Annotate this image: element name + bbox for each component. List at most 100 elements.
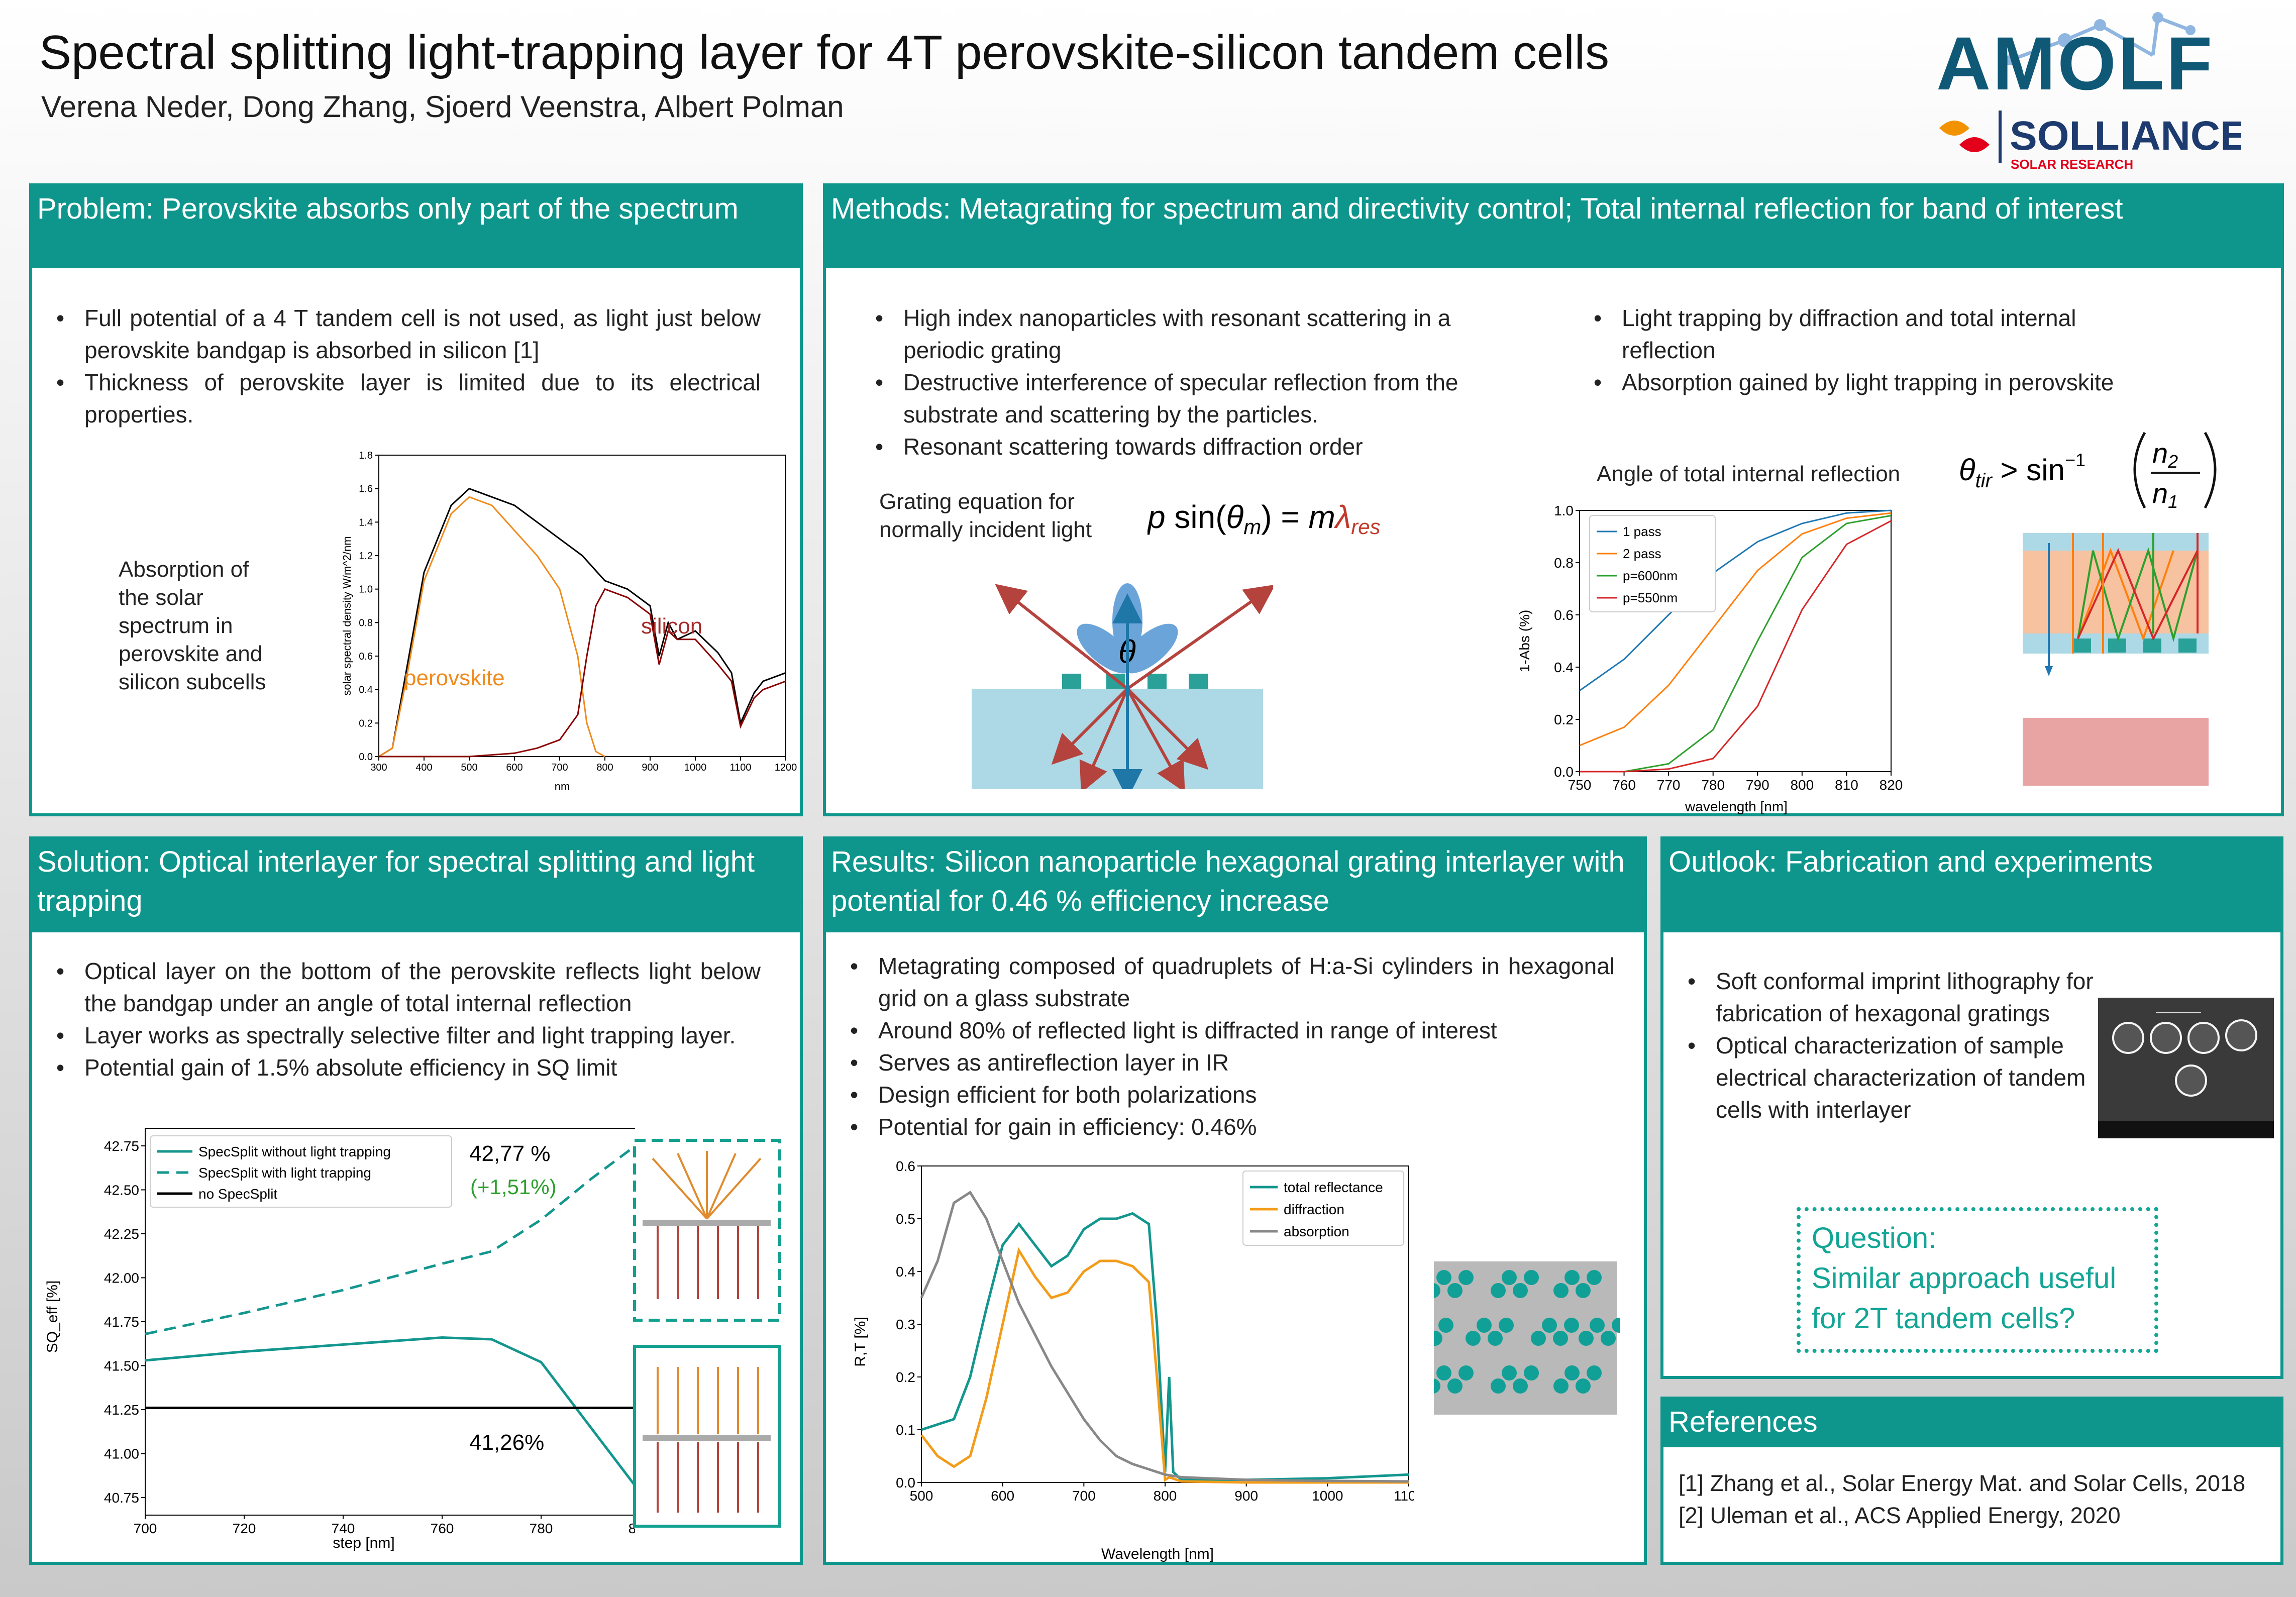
x-tick-label: 780 xyxy=(530,1521,553,1536)
label-silicon: silicon xyxy=(641,614,702,638)
y-tick-label: 0.2 xyxy=(896,1369,915,1385)
y-tick-label: 41.75 xyxy=(104,1314,139,1330)
legend-entry: no SpecSplit xyxy=(198,1186,277,1202)
x-tick-label: 760 xyxy=(1612,777,1636,793)
nanoparticle xyxy=(1436,1365,1451,1380)
x-tick-label: 800 xyxy=(1154,1488,1177,1504)
legend-box xyxy=(1242,1170,1404,1246)
x-tick-label: 500 xyxy=(910,1488,933,1504)
series-line xyxy=(379,588,786,758)
svg-text:SOLLIANCE: SOLLIANCE xyxy=(2010,113,2241,159)
y-tick-label: 1.4 xyxy=(359,517,373,528)
series-line xyxy=(921,1212,1409,1481)
x-tick-label: 300 xyxy=(370,762,387,773)
tir-text: Angle of total internal reflection xyxy=(1597,462,1901,486)
outlook-heading: Outlook: Fabrication and experiments xyxy=(1663,839,2280,932)
legend-entry: absorption xyxy=(1284,1224,1349,1239)
list-item: Potential for gain in efficiency: 0.46% xyxy=(846,1111,1615,1143)
y-tick-label: 1.2 xyxy=(359,551,373,562)
amolf-wordmark: AMOLF xyxy=(1936,21,2214,105)
sq-efficiency-chart: 70072074076078080040.7541.0041.2541.5041… xyxy=(44,1128,635,1551)
nanoparticle xyxy=(1447,1378,1463,1394)
poster-title: Spectral splitting light-trapping layer … xyxy=(39,26,1609,79)
nanoparticle xyxy=(1564,1318,1579,1333)
x-tick-label: 1000 xyxy=(684,762,707,773)
legend-entry: 2 pass xyxy=(1623,546,1661,561)
x-tick-label: 900 xyxy=(642,762,658,773)
nanoparticle xyxy=(1564,1365,1580,1380)
grating-scattering-diagram: θ xyxy=(972,583,1273,789)
y-tick-label: 0.8 xyxy=(1554,555,1574,571)
y-axis-label: solar spectral density W/m^2/nm xyxy=(341,536,353,695)
x-tick-label: 750 xyxy=(1568,777,1592,793)
x-tick-label: 900 xyxy=(1234,1488,1258,1504)
nanoparticle xyxy=(1553,1331,1568,1346)
y-tick-label: 0.4 xyxy=(896,1264,915,1280)
legend-entry: SpecSplit with light trapping xyxy=(198,1165,371,1181)
x-axis-label: nm xyxy=(555,780,570,793)
nanoparticle xyxy=(1564,1270,1580,1285)
nanoparticle xyxy=(1436,1270,1451,1285)
series-line xyxy=(1579,509,1892,692)
series-line xyxy=(920,1191,1409,1483)
x-axis-label: step [nm] xyxy=(333,1535,394,1551)
nanoparticle xyxy=(1579,1331,1594,1346)
y-tick-label: 1.0 xyxy=(359,584,373,595)
series-line xyxy=(145,1336,635,1488)
nanoparticle xyxy=(1434,1378,1440,1394)
nanoparticle xyxy=(1447,1283,1463,1298)
question-line: Question: xyxy=(1812,1222,1937,1254)
annotation-gain: (+1,51%) xyxy=(470,1175,557,1199)
x-tick-label: 500 xyxy=(461,762,477,773)
x-tick-label: 1000 xyxy=(1312,1488,1343,1504)
y-tick-label: 0.6 xyxy=(359,651,373,662)
y-tick-label: 0.4 xyxy=(1554,660,1574,675)
list-item: Metagrating composed of quadruplets of H… xyxy=(846,950,1615,1014)
y-tick-label: 42.25 xyxy=(104,1226,139,1242)
list-item: Optical characterization of sample elect… xyxy=(1684,1029,2106,1126)
x-tick-label: 790 xyxy=(1746,777,1769,793)
x-tick-label: 740 xyxy=(332,1521,355,1536)
list-item: Absorption gained by light trapping in p… xyxy=(1590,366,2117,398)
svg-text:n1: n1 xyxy=(2152,477,2178,512)
tir-equation: θtir > sin−1 n2 n1 xyxy=(1959,432,2217,512)
annotation-top: 42,77 % xyxy=(469,1141,550,1166)
methods-bullets-right: Light trapping by diffraction and total … xyxy=(1590,302,2117,398)
problem-bullets: Full potential of a 4 T tandem cell is n… xyxy=(52,302,761,431)
series-line xyxy=(145,1144,635,1335)
x-tick-label: 800 xyxy=(1790,777,1814,793)
legend-entry: total reflectance xyxy=(1284,1180,1383,1195)
x-tick-label: 1200 xyxy=(775,762,797,773)
x-axis-label: Wavelength [nm] xyxy=(1101,1546,1214,1562)
series-line xyxy=(378,496,605,758)
x-tick-label: 780 xyxy=(1701,777,1725,793)
nanoparticle xyxy=(1531,1331,1546,1346)
plot-frame xyxy=(378,455,786,757)
grating-equation: p sin(θm) = mλres xyxy=(1147,499,1381,539)
solution-heading: Solution: Optical interlayer for spectra… xyxy=(32,839,800,932)
nanoparticle xyxy=(1434,1283,1440,1298)
list-item: Serves as antireflection layer in IR xyxy=(846,1046,1615,1079)
nanoparticle xyxy=(1576,1283,1591,1298)
grating-equation-text: Grating equation for normally incident l… xyxy=(879,489,1092,542)
reflectance-chart: 500 600 700 800 900 1000 1100 0.0 0.1 0.2 0.3 0.4 0.… xyxy=(852,1161,1414,1562)
legend-entry: p=600nm xyxy=(1623,568,1678,583)
list-item: Optical layer on the bottom of the perov… xyxy=(52,955,761,1019)
absorption-chart: 750 760 770 780 790 800 810 820 0.0 0.2 0.4 0.6 0.8 1… xyxy=(1517,503,1903,814)
nanoparticle xyxy=(1488,1331,1503,1346)
legend-entry: SpecSplit without light trapping xyxy=(198,1144,391,1159)
x-tick-label: 400 xyxy=(415,762,432,773)
legend-entry: diffraction xyxy=(1284,1202,1344,1217)
nanoparticle xyxy=(1434,1331,1442,1346)
x-tick-label: 1100 xyxy=(1394,1488,1414,1504)
question-box: Question: Similar approach useful for 2T… xyxy=(1797,1207,2158,1353)
tir-layer-diagram xyxy=(2023,533,2209,786)
x-tick-label: 600 xyxy=(991,1488,1014,1504)
nanoparticle xyxy=(1524,1365,1539,1380)
question-line: for 2T tandem cells? xyxy=(1812,1302,2075,1335)
nanoparticle xyxy=(1502,1270,1517,1285)
grating-particles xyxy=(1062,674,1208,689)
legend-entry: 1 pass xyxy=(1623,524,1661,539)
series-line xyxy=(1580,514,1892,773)
x-tick-label: 700 xyxy=(134,1521,157,1536)
